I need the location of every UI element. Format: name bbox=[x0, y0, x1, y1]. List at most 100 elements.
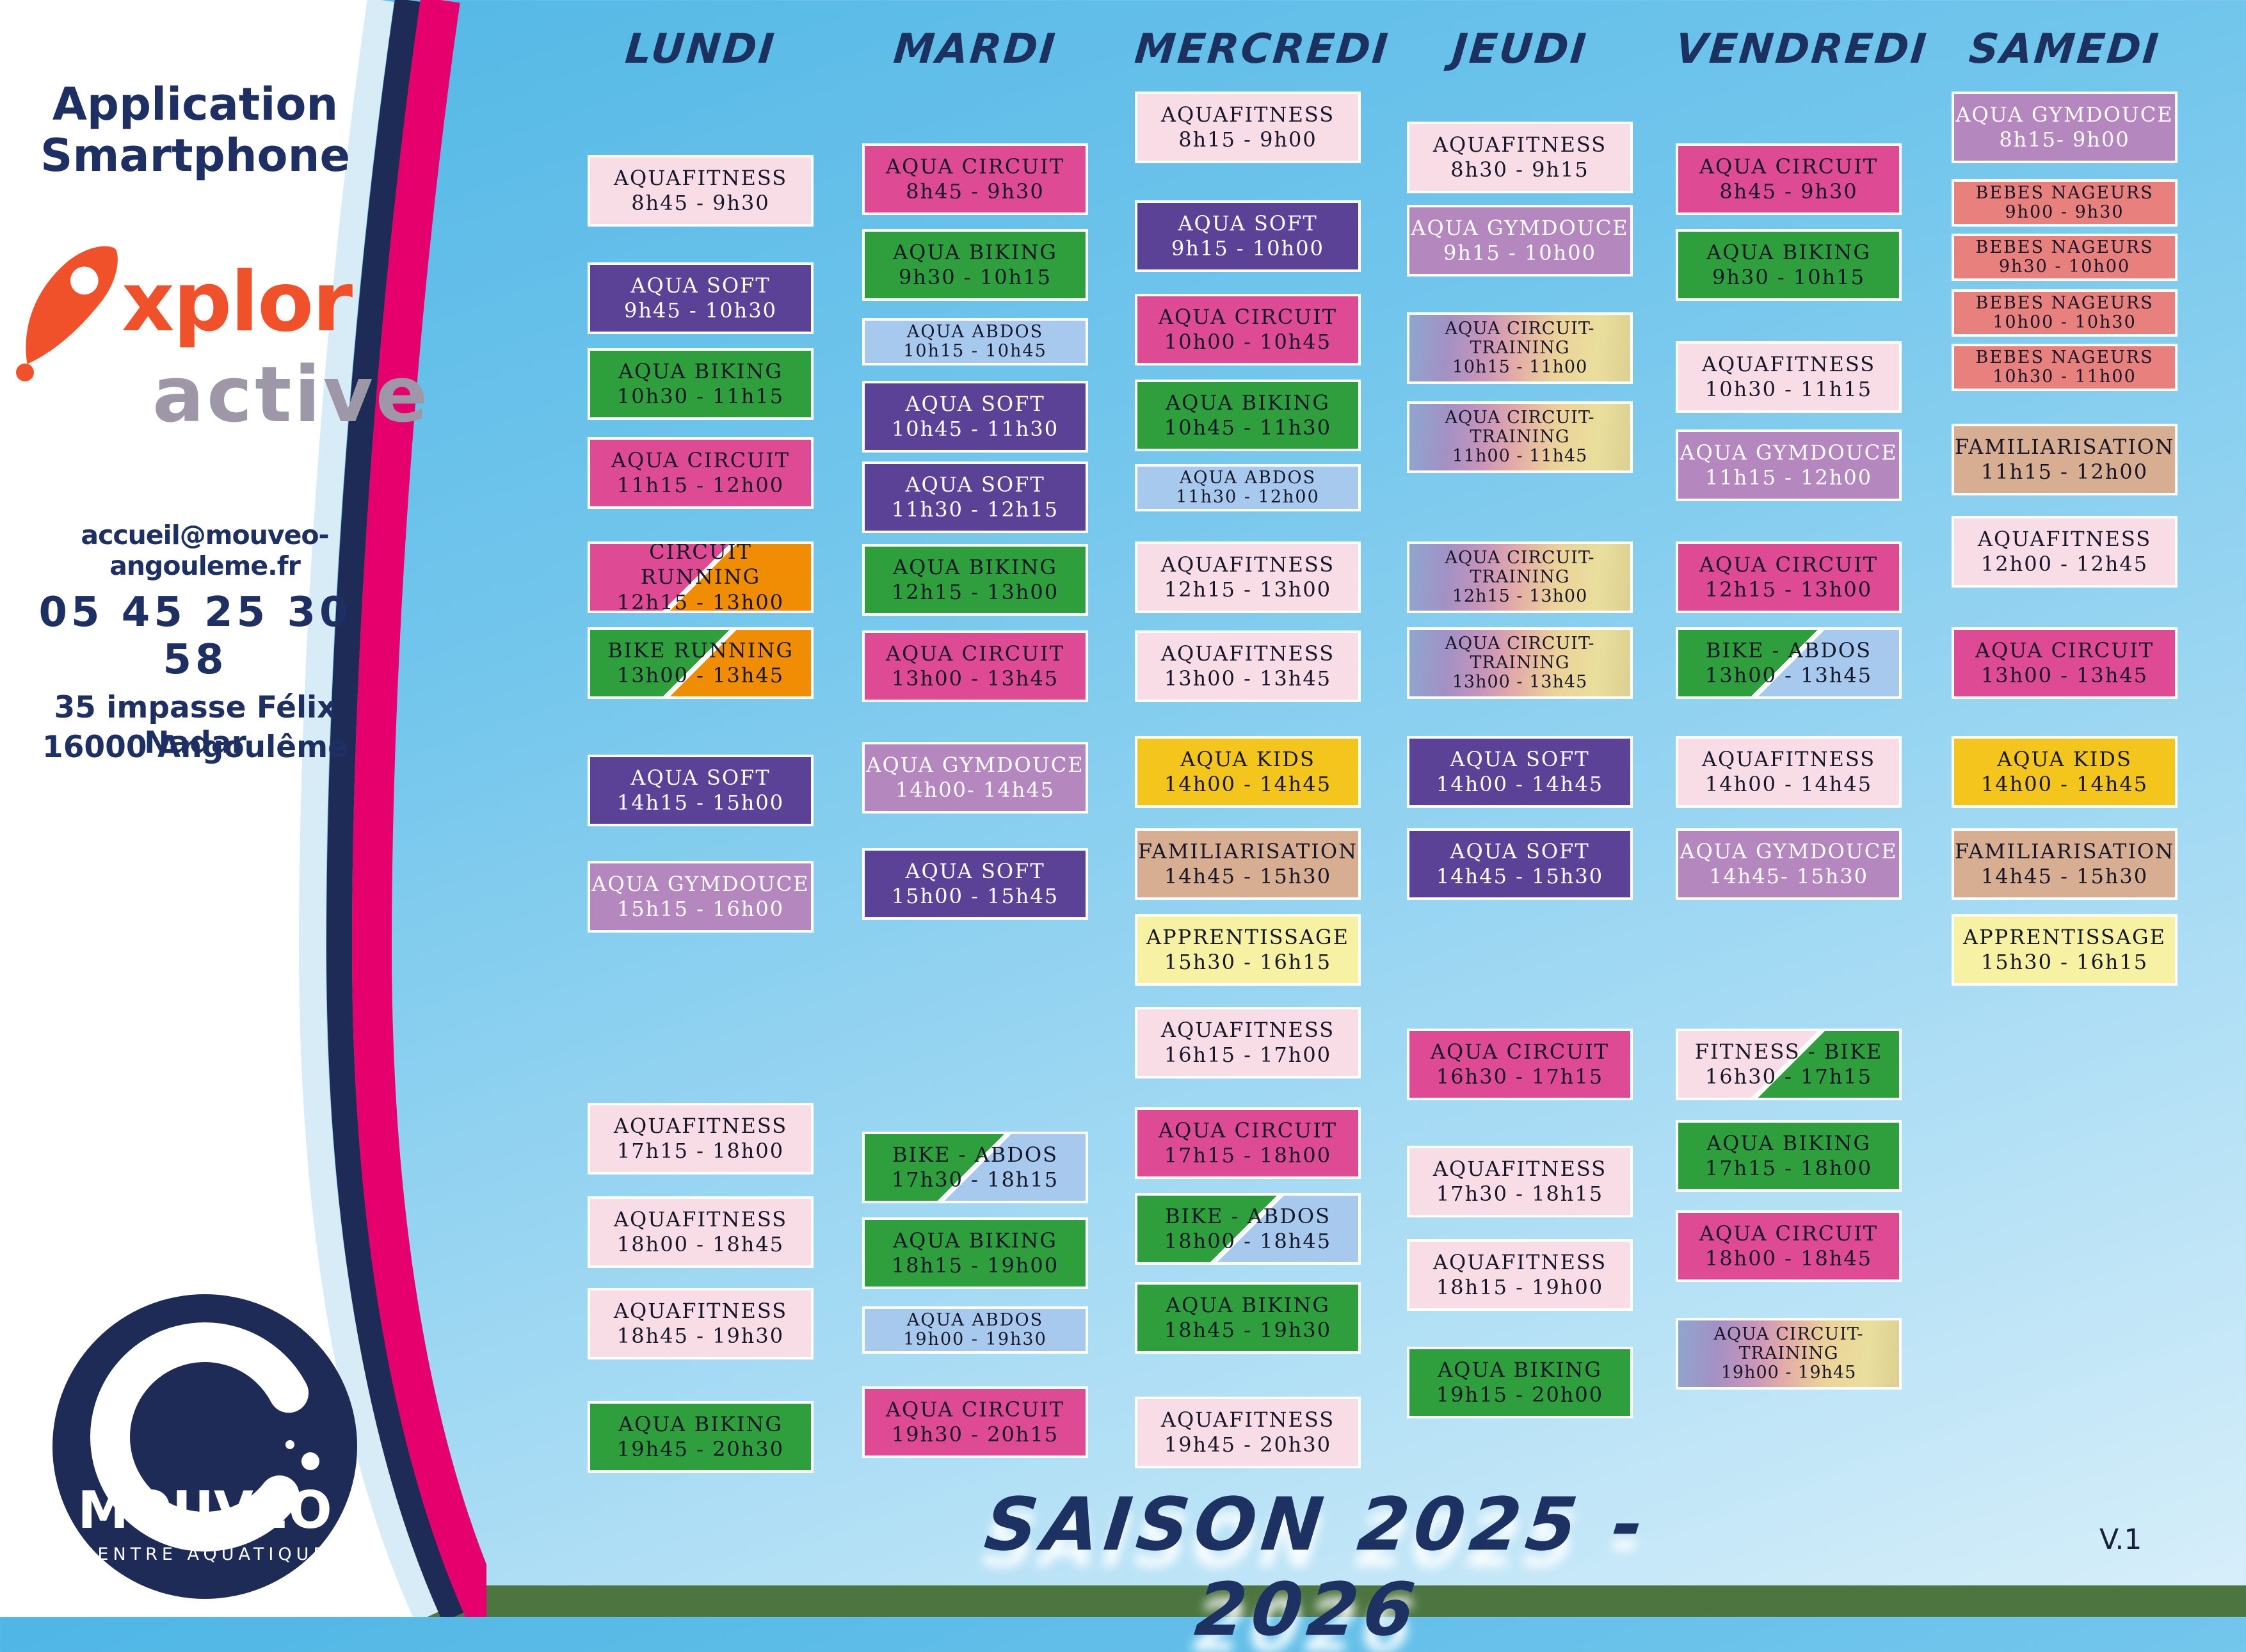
class-time: 12h15 - 13h00 bbox=[891, 580, 1059, 604]
class-name: AQUA ABDOS bbox=[906, 322, 1044, 342]
version-label: V.1 bbox=[2099, 1523, 2142, 1556]
class-slot: AQUAFITNESS 17h15 - 18h00 bbox=[588, 1103, 814, 1175]
class-name: AQUA SOFT bbox=[630, 273, 771, 298]
mouveo-logo-name: MOUVÉO bbox=[77, 1480, 332, 1540]
class-name: AQUAFITNESS bbox=[613, 1298, 788, 1323]
class-time: 12h00 - 12h45 bbox=[1980, 552, 2149, 576]
class-name: AQUA SOFT bbox=[630, 765, 771, 790]
class-time: 16h30 - 17h15 bbox=[1436, 1064, 1604, 1089]
class-time: 13h00 - 13h45 bbox=[891, 666, 1059, 691]
class-slot: AQUA GYMDOUCE 11h15 - 12h00 bbox=[1676, 429, 1902, 501]
class-slot: AQUA CIRCUIT-TRAINING 13h00 - 13h45 bbox=[1407, 627, 1633, 699]
class-slot: AQUAFITNESS 18h15 - 19h00 bbox=[1407, 1239, 1633, 1311]
class-name: AQUA CIRCUIT bbox=[885, 154, 1065, 179]
class-time: 11h30 - 12h00 bbox=[1176, 487, 1320, 507]
class-name: APPRENTISSAGE bbox=[1146, 924, 1349, 949]
class-slot: AQUA BIKING 19h45 - 20h30 bbox=[588, 1401, 814, 1473]
day-header-mardi: MARDI bbox=[892, 26, 1059, 73]
class-name: AQUA GYMDOUCE bbox=[1411, 215, 1629, 240]
class-name: AQUA SOFT bbox=[905, 391, 1045, 416]
class-slot: AQUA CIRCUIT-TRAINING 11h00 - 11h45 bbox=[1407, 401, 1633, 473]
class-name: BEBES NAGEURS bbox=[1975, 348, 2154, 368]
class-slot: AQUA BIKING 10h45 - 11h30 bbox=[1135, 380, 1361, 451]
class-slot: AQUA GYMDOUCE 9h15 - 10h00 bbox=[1407, 205, 1633, 277]
class-time: 17h15 - 18h00 bbox=[616, 1139, 785, 1163]
class-name: CIRCUIT RUNNING bbox=[640, 541, 761, 589]
class-time: 19h45 - 20h30 bbox=[616, 1437, 785, 1461]
class-name: BEBES NAGEURS bbox=[1975, 237, 2154, 258]
class-time: 14h45- 15h30 bbox=[1708, 864, 1869, 888]
class-slot: AQUA BIKING 10h30 - 11h15 bbox=[588, 348, 814, 420]
class-name: AQUA CIRCUIT bbox=[1699, 552, 1879, 577]
class-name: AQUA BIKING bbox=[1166, 1292, 1330, 1317]
class-slot: AQUAFITNESS 8h15 - 9h00 bbox=[1135, 92, 1361, 163]
class-time: 18h00 - 18h45 bbox=[1164, 1229, 1332, 1253]
class-time: 19h00 - 19h45 bbox=[1721, 1363, 1857, 1383]
class-name: AQUA SOFT bbox=[1450, 746, 1590, 771]
class-slot: AQUA GYMDOUCE 8h15- 9h00 bbox=[1952, 92, 2178, 163]
class-time: 18h00 - 18h45 bbox=[616, 1232, 785, 1256]
class-time: 15h30 - 16h15 bbox=[1164, 950, 1332, 974]
class-slot: BEBES NAGEURS 9h00 - 9h30 bbox=[1952, 179, 2178, 227]
class-time: 12h15 - 13h00 bbox=[1705, 577, 1873, 602]
day-header-lundi: LUNDI bbox=[623, 26, 778, 73]
class-slot: AQUA CIRCUIT 8h45 - 9h30 bbox=[862, 143, 1088, 215]
class-name: AQUA CIRCUIT bbox=[1158, 304, 1338, 329]
class-time: 10h15 - 10h45 bbox=[903, 341, 1047, 361]
class-name: AQUAFITNESS bbox=[1701, 351, 1876, 376]
class-name: AQUAFITNESS bbox=[1160, 1407, 1335, 1432]
class-time: 9h15 - 10h00 bbox=[1443, 241, 1596, 265]
class-time: 9h30 - 10h00 bbox=[1998, 257, 2131, 277]
class-slot: CIRCUIT RUNNING 12h15 - 13h00 bbox=[588, 541, 814, 613]
class-name: AQUAFITNESS bbox=[1432, 1249, 1607, 1274]
class-slot: AQUA SOFT 14h00 - 14h45 bbox=[1407, 736, 1633, 808]
class-slot: APPRENTISSAGE 15h30 - 16h15 bbox=[1952, 914, 2178, 986]
class-name: FAMILIARISATION bbox=[1954, 838, 2175, 863]
class-name: AQUA GYMDOUCE bbox=[1680, 838, 1898, 863]
class-slot: AQUAFITNESS 17h30 - 18h15 bbox=[1407, 1146, 1633, 1217]
class-time: 8h15- 9h00 bbox=[1999, 127, 2130, 152]
class-name: AQUAFITNESS bbox=[1160, 1017, 1335, 1042]
class-slot: FAMILIARISATION 14h45 - 15h30 bbox=[1952, 828, 2178, 900]
class-slot: AQUAFITNESS 13h00 - 13h45 bbox=[1135, 630, 1361, 702]
class-name: AQUA BIKING bbox=[1438, 1357, 1602, 1382]
class-slot: AQUAFITNESS 12h00 - 12h45 bbox=[1952, 516, 2178, 588]
class-slot: AQUA SOFT 9h15 - 10h00 bbox=[1135, 200, 1361, 272]
class-slot: AQUA CIRCUIT-TRAINING 19h00 - 19h45 bbox=[1676, 1318, 1902, 1390]
class-name: AQUA BIKING bbox=[1166, 390, 1330, 415]
xplor-brand-text: xplor bbox=[122, 255, 353, 350]
class-time: 17h30 - 18h15 bbox=[891, 1167, 1059, 1192]
class-slot: AQUA BIKING 18h45 - 19h30 bbox=[1135, 1282, 1361, 1354]
class-time: 10h30 - 11h00 bbox=[1993, 367, 2137, 387]
class-slot: AQUA CIRCUIT 19h30 - 20h15 bbox=[862, 1386, 1088, 1458]
class-time: 10h30 - 11h15 bbox=[616, 384, 785, 408]
class-slot: AQUA SOFT 14h15 - 15h00 bbox=[588, 755, 814, 826]
class-time: 17h15 - 18h00 bbox=[1705, 1156, 1873, 1180]
class-slot: AQUA CIRCUIT 17h15 - 18h00 bbox=[1135, 1107, 1361, 1179]
app-title-line1: Application bbox=[52, 78, 339, 131]
class-name: AQUA CIRCUIT-TRAINING bbox=[1445, 318, 1595, 358]
class-time: 14h00 - 14h45 bbox=[1705, 772, 1873, 796]
sidebar-panel bbox=[0, 0, 486, 1617]
class-time: 14h00 - 14h45 bbox=[1436, 772, 1604, 796]
class-time: 9h15 - 10h00 bbox=[1171, 236, 1324, 261]
class-name: AQUAFITNESS bbox=[1701, 746, 1876, 771]
class-slot: AQUA KIDS 14h00 - 14h45 bbox=[1135, 736, 1361, 808]
class-time: 11h30 - 12h15 bbox=[891, 497, 1059, 522]
class-slot: AQUAFITNESS 14h00 - 14h45 bbox=[1676, 736, 1902, 808]
class-slot: AQUA CIRCUIT 16h30 - 17h15 bbox=[1407, 1029, 1633, 1100]
class-name: AQUA ABDOS bbox=[1179, 468, 1317, 488]
class-name: AQUA BIKING bbox=[618, 1411, 783, 1436]
class-name: AQUA BIKING bbox=[618, 358, 783, 383]
day-header-vendredi: VENDREDI bbox=[1673, 26, 1930, 73]
class-time: 13h00 - 13h45 bbox=[1452, 672, 1588, 693]
class-time: 18h15 - 19h00 bbox=[891, 1253, 1059, 1278]
address-line2: 16000 Angoulême bbox=[42, 730, 348, 765]
class-name: AQUA CIRCUIT-TRAINING bbox=[1713, 1324, 1864, 1363]
class-name: AQUA CIRCUIT bbox=[1158, 1118, 1338, 1143]
class-slot: AQUA CIRCUIT 10h00 - 10h45 bbox=[1135, 294, 1361, 365]
class-name: AQUA CIRCUIT bbox=[1699, 1221, 1879, 1246]
class-name: AQUA BIKING bbox=[893, 1228, 1057, 1253]
class-slot: AQUAFITNESS 18h45 - 19h30 bbox=[588, 1288, 814, 1359]
class-name: AQUAFITNESS bbox=[613, 165, 788, 190]
